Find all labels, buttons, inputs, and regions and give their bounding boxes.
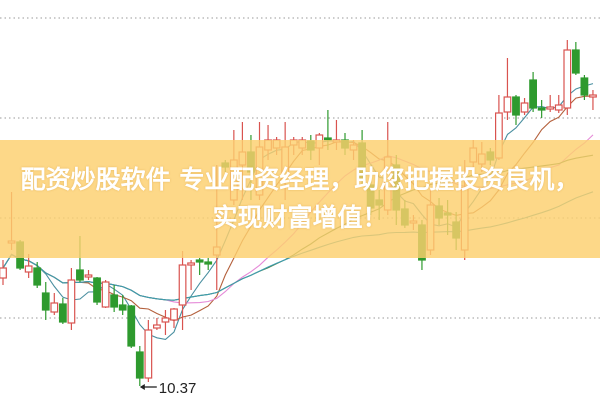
candle-body (41, 292, 50, 311)
candle-body (33, 267, 42, 286)
candle-body (50, 302, 59, 313)
candle-body (135, 351, 144, 379)
candle (93, 277, 101, 305)
low-annotation: 10.37 (139, 380, 197, 397)
candle-body (195, 259, 204, 263)
candle (571, 42, 580, 75)
candle (101, 280, 110, 308)
candle (50, 293, 59, 315)
candle-body (24, 265, 33, 273)
candle (512, 95, 520, 125)
candle-body (58, 303, 67, 323)
candle (520, 98, 529, 115)
promo-banner: 配资炒股软件 专业配资经理，助您把握投资良机， 实现财富增值！ (0, 140, 600, 258)
candle-body (93, 277, 101, 303)
candle (546, 95, 555, 112)
candle-body (204, 261, 213, 265)
candle-body (563, 49, 572, 109)
candle (580, 75, 589, 100)
candle-body (529, 79, 537, 109)
candle (554, 95, 563, 113)
candle-body (580, 77, 589, 96)
candle (118, 295, 127, 315)
candle (537, 100, 546, 118)
candle-body (118, 304, 127, 311)
candle (127, 305, 136, 348)
arrow-head-icon (139, 384, 145, 390)
candle (170, 308, 178, 328)
candle-body (161, 317, 170, 323)
candle-body (144, 329, 153, 379)
candle-body (170, 308, 178, 321)
candle (195, 258, 204, 275)
candle-body (67, 279, 76, 324)
candle-body (187, 262, 196, 266)
candle-body (554, 104, 563, 111)
candle-body (101, 281, 110, 308)
candle-body (512, 96, 520, 116)
banner-line-2: 实现财富增值！ (212, 203, 388, 232)
candle (503, 58, 512, 120)
banner-line-1: 配资炒股软件 专业配资经理，助您把握投资良机， (20, 165, 580, 194)
candle-body (127, 305, 136, 347)
candle-body (84, 274, 93, 278)
candle-body (571, 49, 580, 74)
candle (187, 260, 196, 290)
candle (178, 251, 187, 330)
candle (529, 72, 537, 112)
candle (33, 262, 42, 288)
candle (67, 268, 76, 330)
candle (0, 260, 7, 285)
candle-body (153, 324, 161, 329)
candle (204, 258, 213, 270)
candle (153, 318, 161, 330)
candle-body (589, 94, 597, 98)
candle-body (520, 102, 529, 113)
candle (84, 270, 93, 280)
candle (135, 346, 144, 386)
candle-body (537, 107, 546, 111)
candle (58, 298, 67, 324)
candle (563, 40, 572, 115)
candle (589, 90, 597, 110)
candle-body (178, 264, 187, 306)
candle (41, 282, 50, 320)
candle-body (546, 106, 555, 110)
candle-body (0, 267, 7, 279)
low-price-label: 10.37 (159, 380, 197, 397)
candle-body (76, 269, 84, 281)
candle-body (503, 96, 512, 113)
candle (161, 310, 170, 335)
candle (24, 254, 33, 278)
candle-body (110, 294, 119, 308)
candle (110, 285, 119, 312)
candle (144, 320, 153, 382)
